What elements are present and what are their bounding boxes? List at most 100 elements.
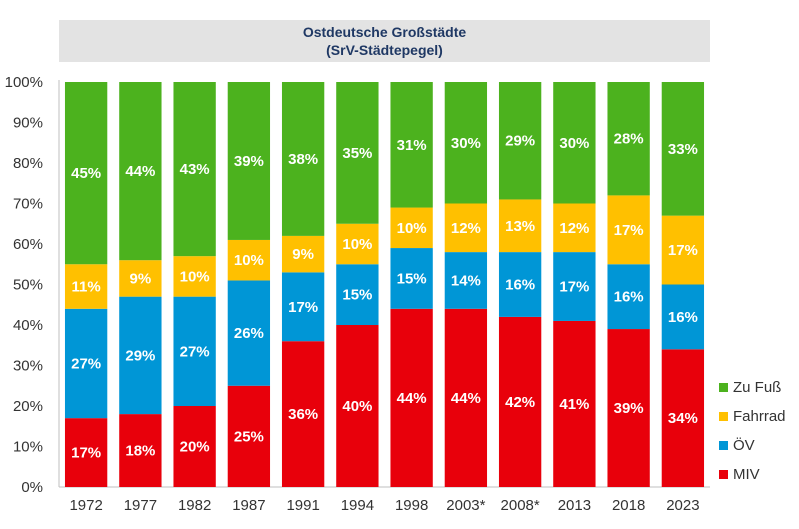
bar-segment — [119, 296, 162, 415]
data-label: 40% — [342, 398, 372, 415]
data-label: 44% — [125, 163, 155, 180]
x-ticks: 1972 1977 1982 1987 1991 1994 1998 2003* 2008* 20… — [69, 497, 699, 514]
bar-segment — [336, 82, 379, 224]
bar-segment — [498, 82, 542, 200]
bar-segment — [661, 349, 705, 487]
data-label: 12% — [559, 220, 589, 237]
y-ticks: 0% 10% 20% 30% 40% 50% 60% 70% 80% 90% 100% — [5, 74, 43, 496]
data-label: 11% — [72, 279, 101, 296]
data-label: 10% — [234, 252, 264, 269]
bar-segment — [390, 248, 433, 309]
chart-title-box: Ostdeutsche Großstädte (SrV-Städtepegel) — [59, 20, 710, 62]
data-label: 34% — [668, 410, 698, 427]
x-tick-label: 1972 — [69, 497, 102, 514]
data-label: 17% — [288, 299, 318, 316]
bar-segment — [227, 82, 271, 240]
bar-segment — [553, 252, 596, 321]
data-label: 13% — [505, 218, 535, 235]
x-tick-label: 2018 — [612, 497, 645, 514]
x-tick-label: 1994 — [341, 497, 374, 514]
bar-segment — [281, 82, 325, 236]
bar-segment — [281, 235, 325, 273]
y-tick-label: 30% — [13, 358, 43, 375]
data-label: 14% — [451, 272, 481, 289]
data-label: 38% — [288, 151, 318, 168]
x-tick-label: 1987 — [232, 497, 265, 514]
bar-segment — [553, 82, 596, 204]
x-tick-label: 1998 — [395, 497, 428, 514]
data-label: 27% — [71, 355, 101, 372]
legend-label: ÖV — [733, 436, 755, 454]
data-label: 29% — [125, 347, 155, 364]
y-tick-label: 100% — [5, 74, 43, 91]
data-label: 31% — [397, 137, 427, 154]
bar-segment — [173, 296, 216, 406]
data-label: 25% — [234, 428, 264, 445]
data-label: 10% — [342, 236, 372, 253]
bar-segment — [661, 82, 705, 216]
bar-segment — [227, 280, 271, 386]
bar-segment — [173, 406, 216, 487]
bar-segment — [444, 203, 488, 253]
bar-segment — [64, 82, 108, 265]
data-label: 15% — [342, 287, 372, 304]
data-label: 42% — [505, 394, 535, 411]
data-label: 29% — [505, 133, 535, 150]
data-label: 43% — [180, 161, 210, 178]
data-label: 17% — [71, 445, 101, 462]
y-tick-label: 90% — [13, 115, 43, 132]
legend-label: Zu Fuß — [733, 379, 781, 396]
bar-segment — [661, 284, 705, 350]
y-tick-label: 40% — [13, 317, 43, 334]
x-tick-label: 2023 — [666, 497, 699, 514]
legend-label: MIV — [733, 466, 760, 483]
y-tick-label: 80% — [13, 155, 43, 172]
data-label: 16% — [614, 289, 644, 306]
data-label: 35% — [342, 145, 372, 162]
bar-segment — [498, 252, 542, 317]
bar-segment — [607, 82, 650, 196]
bar-segment — [444, 252, 488, 309]
bar-segment — [390, 82, 433, 208]
bar-segment — [173, 82, 216, 257]
data-label: 39% — [234, 153, 264, 170]
bar-segment — [227, 239, 271, 281]
data-label: 18% — [125, 443, 155, 460]
data-label: 33% — [668, 141, 698, 158]
bar-segment — [444, 308, 488, 487]
bar-segment — [119, 82, 162, 261]
y-tick-label: 0% — [21, 479, 43, 496]
bar-segment — [607, 264, 650, 330]
data-label: 39% — [614, 400, 644, 417]
y-tick-label: 70% — [13, 196, 43, 213]
data-label: 45% — [71, 165, 101, 182]
data-label: 36% — [288, 406, 318, 423]
data-label: 12% — [451, 220, 481, 237]
data-label: 26% — [234, 325, 264, 342]
legend-swatch — [719, 470, 728, 479]
data-label: 28% — [614, 131, 644, 148]
bar-segment — [607, 195, 650, 265]
legend-swatch — [719, 412, 728, 421]
bar-segment — [336, 264, 379, 325]
data-label: 41% — [559, 396, 589, 413]
chart-subtitle: (SrV-Städtepegel) — [326, 42, 443, 58]
bar-segment — [390, 308, 433, 487]
bar-segment — [119, 260, 162, 297]
x-tick-label: 2008* — [501, 497, 540, 514]
legend: Zu Fuß Fahrrad ÖV MIV — [719, 379, 786, 483]
chart-title: Ostdeutsche Großstädte — [302, 24, 467, 40]
bar-segment — [64, 418, 108, 487]
x-tick-label: 1977 — [124, 497, 157, 514]
bar-segment — [553, 320, 596, 487]
bar-segment — [498, 316, 542, 487]
data-label: 17% — [614, 222, 644, 239]
y-tick-label: 60% — [13, 236, 43, 253]
data-label: 27% — [180, 343, 210, 360]
data-label: 10% — [397, 220, 427, 237]
y-tick-label: 50% — [13, 277, 43, 294]
x-tick-label: 1991 — [286, 497, 319, 514]
bar-segment — [227, 385, 271, 487]
bar-segment — [607, 329, 650, 487]
bar-segment — [173, 256, 216, 297]
